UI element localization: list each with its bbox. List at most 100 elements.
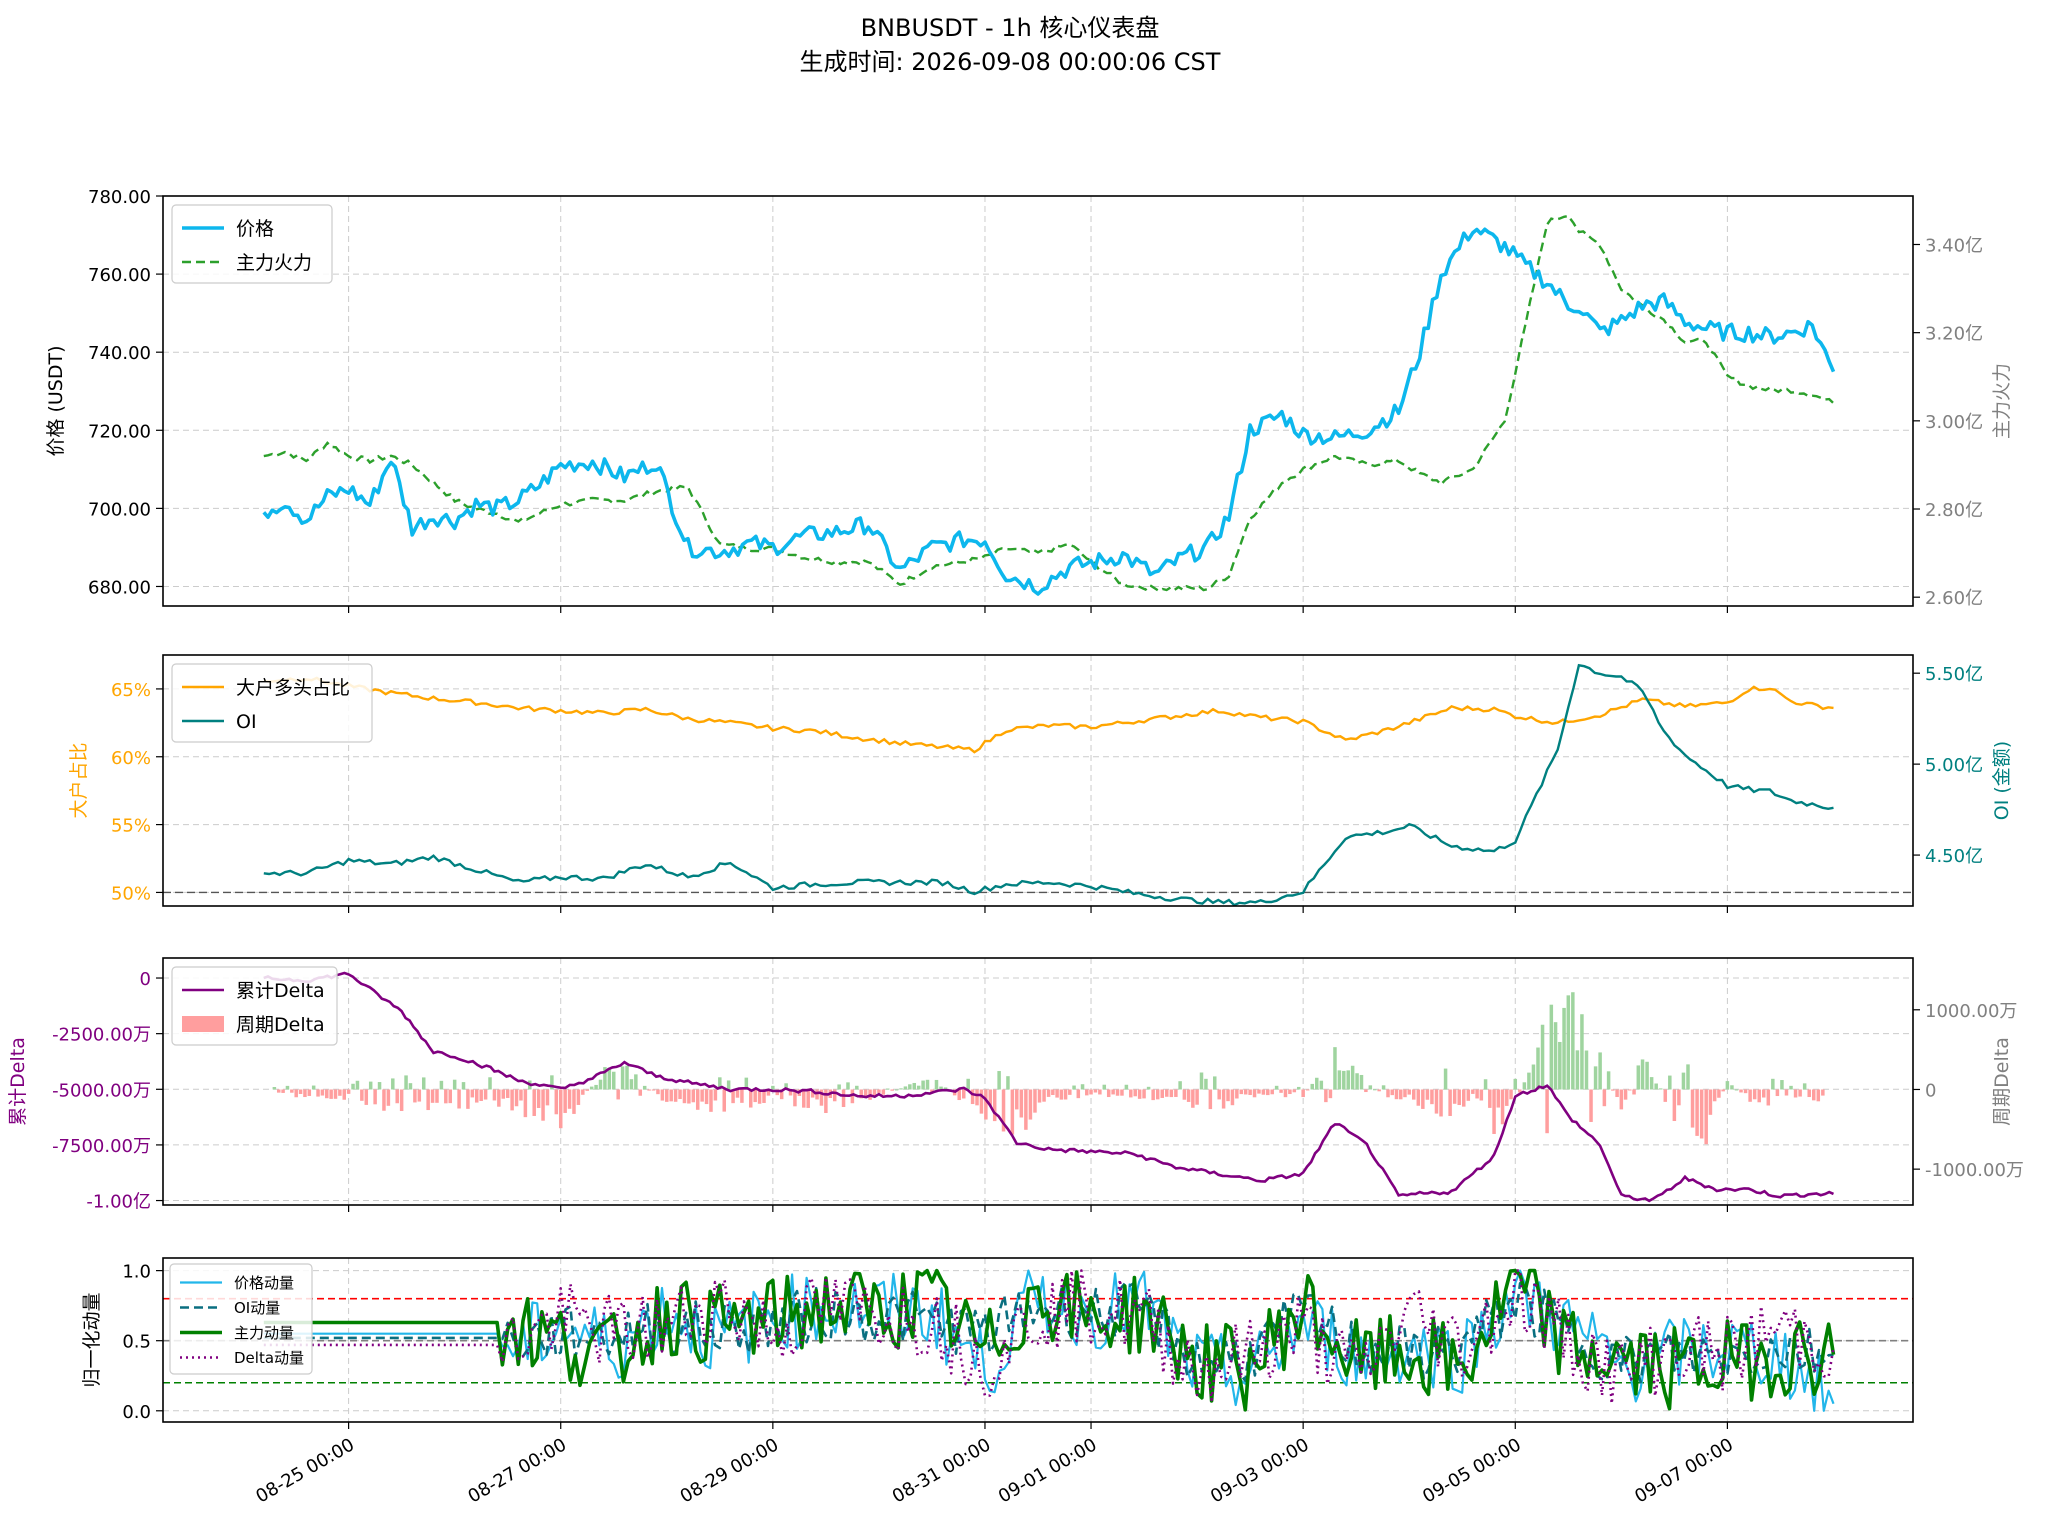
period-delta-bar bbox=[1279, 1089, 1283, 1093]
whale-firepower-line bbox=[263, 214, 1835, 593]
price-ytick-label: 700.00 bbox=[88, 499, 151, 520]
period-delta-bar bbox=[320, 1089, 325, 1096]
period-delta-bar bbox=[1725, 1081, 1730, 1090]
period-delta-bar bbox=[1019, 1089, 1024, 1118]
period-delta-bar bbox=[1059, 1089, 1064, 1100]
ratio-y2tick-label: 5.50亿 bbox=[1925, 664, 1983, 685]
period-delta-bar bbox=[281, 1089, 285, 1093]
period-delta-bar bbox=[492, 1089, 497, 1101]
legend-label: 周期Delta bbox=[236, 1014, 325, 1036]
period-delta-bar bbox=[1051, 1089, 1055, 1096]
delta-ytick-label: -1.00亿 bbox=[86, 1192, 151, 1213]
period-delta-bar bbox=[1243, 1089, 1248, 1095]
period-delta-bar bbox=[1439, 1089, 1443, 1117]
ratio-y2tick-label: 4.50亿 bbox=[1925, 846, 1983, 867]
period-delta-bar bbox=[1261, 1089, 1266, 1095]
period-delta-bar bbox=[872, 1089, 877, 1097]
period-delta-bar bbox=[1593, 1066, 1598, 1090]
period-delta-bar bbox=[607, 1067, 612, 1090]
period-delta-bar bbox=[704, 1089, 709, 1105]
period-delta-bar bbox=[1407, 1089, 1411, 1095]
period-delta-bar bbox=[1598, 1052, 1602, 1090]
period-delta-bar bbox=[1165, 1089, 1169, 1097]
period-delta-bar bbox=[382, 1089, 386, 1111]
period-delta-bar bbox=[966, 1078, 970, 1090]
period-delta-bar bbox=[616, 1089, 620, 1100]
period-delta-bar bbox=[709, 1089, 713, 1112]
period-delta-bar bbox=[1527, 1072, 1531, 1090]
period-delta-bar bbox=[329, 1089, 333, 1099]
period-delta-bar bbox=[307, 1089, 312, 1096]
period-delta-bar bbox=[1619, 1089, 1624, 1110]
period-delta-bar bbox=[1743, 1089, 1748, 1094]
legend-label: 大户多头占比 bbox=[236, 677, 350, 699]
period-delta-bar bbox=[1522, 1082, 1527, 1090]
legend-label: OI bbox=[236, 711, 257, 733]
period-delta-bar bbox=[1160, 1089, 1164, 1098]
period-delta-bar bbox=[762, 1089, 766, 1103]
period-delta-bar bbox=[532, 1089, 536, 1116]
period-delta-bar bbox=[1412, 1089, 1416, 1100]
period-delta-bar bbox=[1305, 1089, 1310, 1091]
period-delta-bar bbox=[1072, 1085, 1076, 1090]
period-delta-bar bbox=[1562, 1007, 1566, 1090]
period-delta-bar bbox=[399, 1089, 404, 1112]
period-delta-bar bbox=[1390, 1089, 1394, 1096]
period-delta-bar bbox=[1802, 1083, 1807, 1090]
period-delta-bar bbox=[726, 1080, 731, 1090]
period-delta-bar bbox=[1124, 1084, 1129, 1090]
delta-y2tick-label: 0 bbox=[1925, 1080, 1936, 1101]
period-delta-bar bbox=[1488, 1089, 1492, 1108]
period-delta-bar bbox=[1681, 1072, 1686, 1090]
period-delta-bar bbox=[1076, 1089, 1081, 1099]
period-delta-bar bbox=[722, 1089, 726, 1112]
period-delta-bar bbox=[594, 1084, 598, 1090]
legend-label: OI动量 bbox=[234, 1299, 280, 1317]
period-delta-bar bbox=[488, 1077, 492, 1090]
period-delta-bar bbox=[589, 1086, 594, 1090]
delta-y2label: 周期Delta bbox=[1991, 1037, 2013, 1126]
period-delta-bar bbox=[766, 1089, 771, 1096]
period-delta-bar bbox=[863, 1089, 868, 1097]
period-delta-bar bbox=[1372, 1089, 1377, 1091]
period-delta-bar bbox=[1028, 1089, 1033, 1120]
period-delta-bar bbox=[1686, 1064, 1690, 1090]
period-delta-bar bbox=[1169, 1089, 1174, 1098]
price-ytick-label: 760.00 bbox=[88, 265, 151, 286]
period-delta-bar bbox=[629, 1079, 634, 1090]
figure-title-line1: BNBUSDT - 1h 核心仪表盘 bbox=[861, 14, 1160, 42]
period-delta-bar bbox=[1677, 1089, 1681, 1106]
legend-box bbox=[171, 204, 333, 284]
period-delta-bar bbox=[1226, 1089, 1230, 1102]
legend-box bbox=[171, 663, 373, 743]
period-delta-bar bbox=[497, 1089, 501, 1107]
period-delta-bar bbox=[1221, 1089, 1226, 1109]
legend-label: 价格动量 bbox=[234, 1274, 294, 1292]
period-delta-bar bbox=[603, 1067, 607, 1090]
momentum-ytick-label: 0.0 bbox=[122, 1402, 151, 1423]
period-delta-bar bbox=[1421, 1089, 1425, 1109]
period-delta-bar bbox=[298, 1089, 303, 1094]
delta-ylabel: 累计Delta bbox=[7, 1037, 29, 1126]
period-delta-bar bbox=[1133, 1089, 1137, 1097]
period-delta-bar bbox=[576, 1089, 581, 1105]
period-delta-bar bbox=[647, 1089, 651, 1091]
period-delta-bar bbox=[943, 1087, 948, 1090]
delta-ytick-label: -5000.00万 bbox=[52, 1080, 151, 1101]
period-delta-bar bbox=[859, 1089, 863, 1099]
period-delta-bar bbox=[673, 1089, 678, 1102]
period-delta-bar bbox=[881, 1089, 886, 1095]
period-delta-bar bbox=[1001, 1089, 1006, 1132]
period-delta-bar bbox=[824, 1089, 828, 1114]
period-delta-bar bbox=[992, 1089, 997, 1122]
period-delta-bar bbox=[1699, 1089, 1704, 1139]
period-delta-bar bbox=[545, 1089, 550, 1106]
period-delta-bar bbox=[1283, 1089, 1288, 1098]
legend-label: 价格 bbox=[236, 218, 274, 240]
period-delta-bar bbox=[1182, 1089, 1187, 1100]
period-delta-bar bbox=[793, 1089, 797, 1107]
period-delta-bar bbox=[1615, 1089, 1619, 1098]
legend-label: 累计Delta bbox=[236, 980, 325, 1002]
period-delta-bar bbox=[718, 1077, 722, 1090]
period-delta-bar bbox=[700, 1089, 704, 1102]
